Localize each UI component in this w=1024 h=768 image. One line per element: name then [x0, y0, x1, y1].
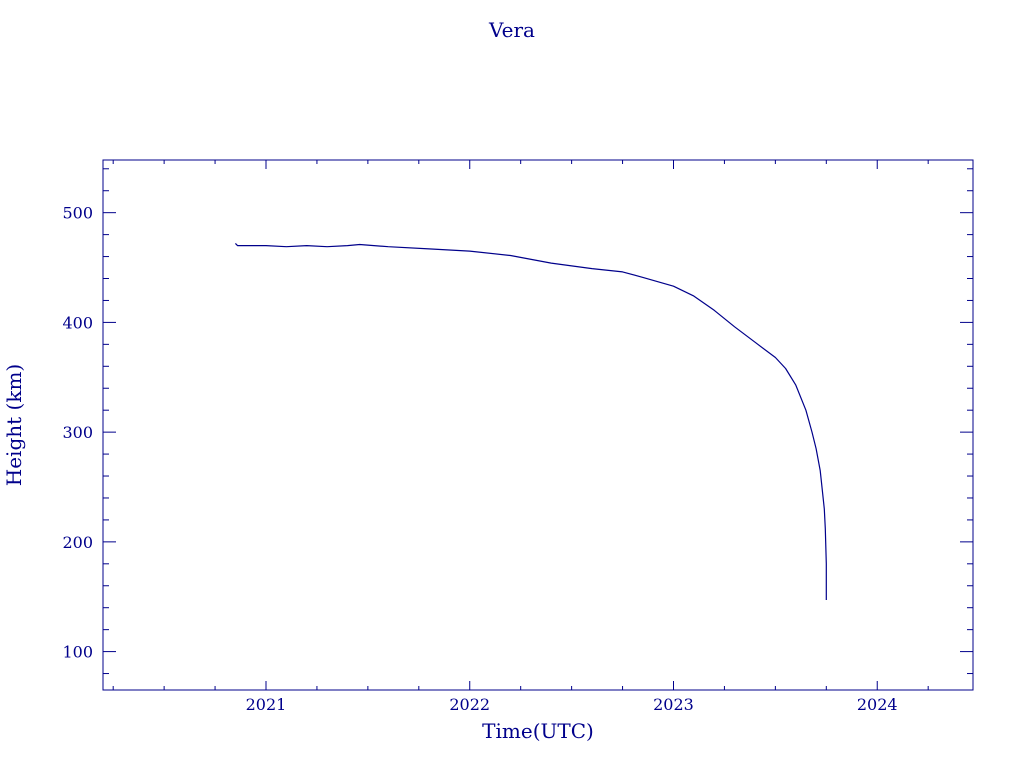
y-tick-labels: 100 200 300 400 500	[62, 204, 93, 662]
x-tick-label: 2021	[246, 695, 287, 714]
y-tick-label: 400	[62, 313, 93, 332]
chart-title: Vera	[488, 18, 535, 42]
y-tick-label: 300	[62, 423, 93, 442]
height-series-line	[234, 242, 827, 600]
x-tick-label: 2024	[857, 695, 898, 714]
y-axis-label: Height (km)	[2, 364, 26, 486]
series-group	[234, 242, 827, 600]
plot-frame	[102, 159, 974, 691]
x-tick-label: 2022	[449, 695, 490, 714]
plot-axes	[102, 159, 974, 691]
y-tick-label: 200	[62, 533, 93, 552]
y-tick-label: 500	[62, 204, 93, 223]
y-tick-label: 100	[62, 643, 93, 662]
x-tick-labels: 2021 2022 2023 2024	[246, 695, 898, 714]
x-axis-label: Time(UTC)	[482, 719, 594, 743]
x-tick-label: 2023	[653, 695, 694, 714]
axis-ticks	[103, 160, 973, 690]
